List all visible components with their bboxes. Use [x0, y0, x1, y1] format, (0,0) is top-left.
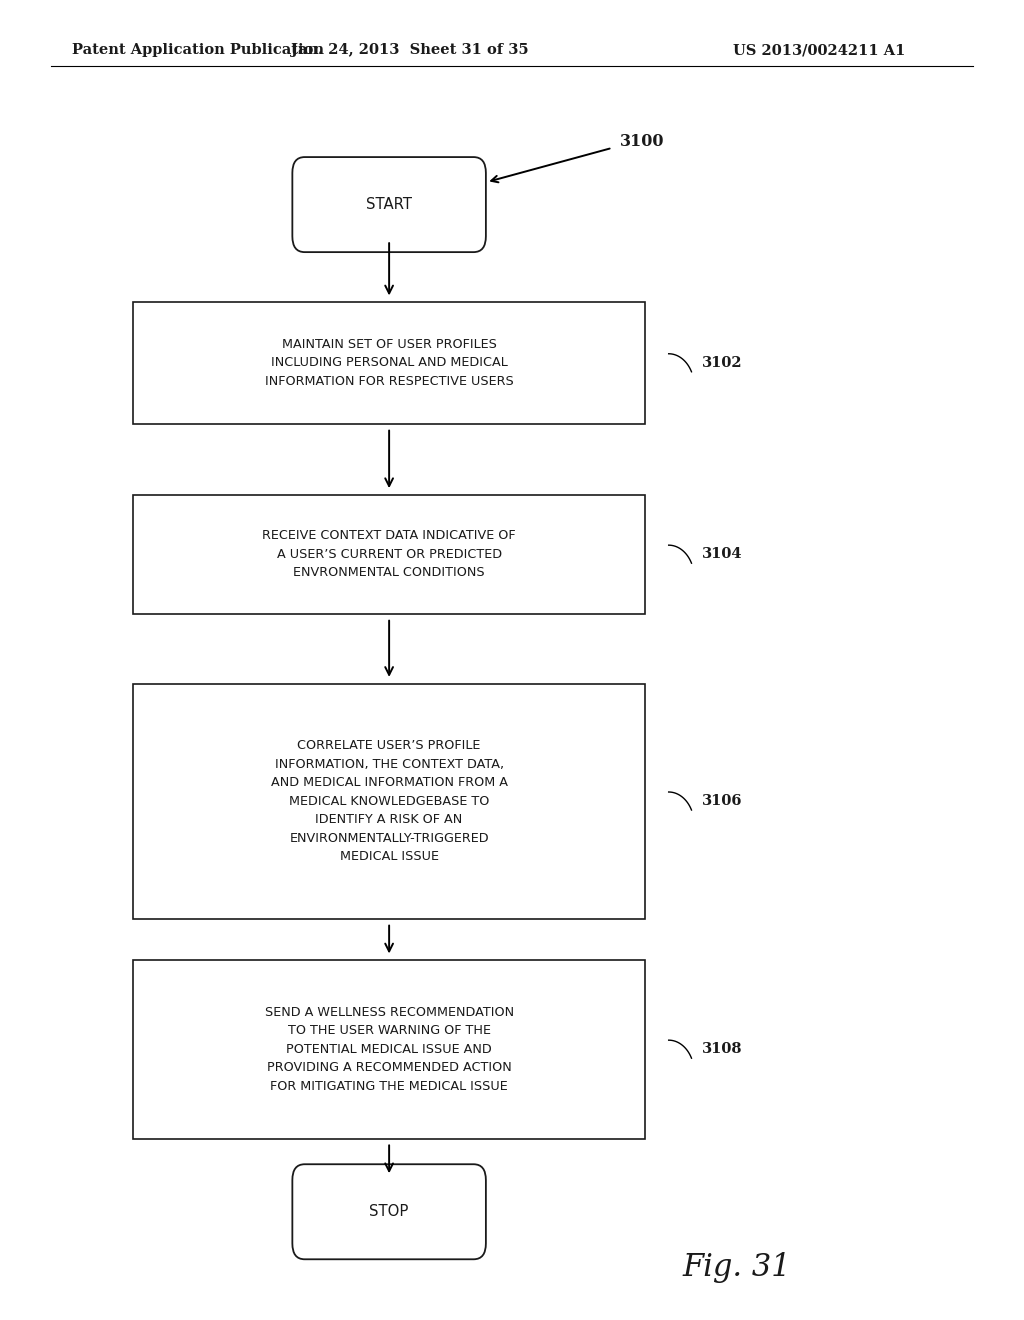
Text: RECEIVE CONTEXT DATA INDICATIVE OF
A USER’S CURRENT OR PREDICTED
ENVRONMENTAL CO: RECEIVE CONTEXT DATA INDICATIVE OF A USE…	[262, 529, 516, 579]
Text: Patent Application Publication: Patent Application Publication	[72, 44, 324, 57]
FancyBboxPatch shape	[293, 157, 485, 252]
Text: 3100: 3100	[620, 133, 664, 149]
Text: 3108: 3108	[701, 1043, 742, 1056]
FancyBboxPatch shape	[293, 1164, 485, 1259]
Bar	[133, 495, 645, 614]
Text: 3104: 3104	[701, 548, 742, 561]
Text: CORRELATE USER’S PROFILE
INFORMATION, THE CONTEXT DATA,
AND MEDICAL INFORMATION : CORRELATE USER’S PROFILE INFORMATION, TH…	[270, 739, 508, 863]
Text: 3102: 3102	[701, 356, 742, 370]
Text: Fig. 31: Fig. 31	[683, 1251, 792, 1283]
Text: STOP: STOP	[370, 1204, 409, 1220]
Text: US 2013/0024211 A1: US 2013/0024211 A1	[733, 44, 905, 57]
Text: MAINTAIN SET OF USER PROFILES
INCLUDING PERSONAL AND MEDICAL
INFORMATION FOR RES: MAINTAIN SET OF USER PROFILES INCLUDING …	[265, 338, 513, 388]
Bar	[133, 302, 645, 424]
Text: 3106: 3106	[701, 795, 742, 808]
Text: START: START	[367, 197, 412, 213]
Text: SEND A WELLNESS RECOMMENDATION
TO THE USER WARNING OF THE
POTENTIAL MEDICAL ISSU: SEND A WELLNESS RECOMMENDATION TO THE US…	[264, 1006, 514, 1093]
Bar	[133, 961, 645, 1138]
Text: Jan. 24, 2013  Sheet 31 of 35: Jan. 24, 2013 Sheet 31 of 35	[291, 44, 528, 57]
Bar	[133, 684, 645, 919]
